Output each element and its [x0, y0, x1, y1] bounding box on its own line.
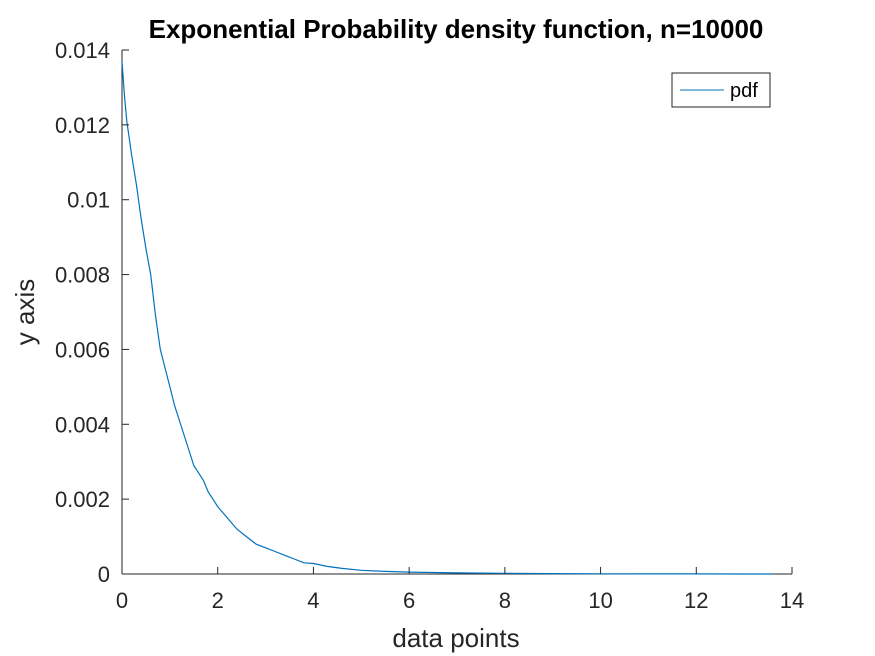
x-tick-label: 0 [116, 588, 128, 613]
x-axis: 0 2 4 6 8 10 12 14 [116, 567, 804, 613]
x-tick-label: 2 [212, 588, 224, 613]
plot-area [121, 50, 792, 575]
y-tick-label: 0.008 [55, 263, 110, 288]
y-tick-label: 0.006 [55, 337, 110, 362]
y-axis: 0 0.002 0.004 0.006 0.008 0.01 0.012 0.014 [55, 38, 129, 587]
y-tick-label: 0.014 [55, 38, 110, 63]
x-tick-label: 10 [588, 588, 612, 613]
x-tick-label: 6 [403, 588, 415, 613]
y-tick-label: 0.004 [55, 412, 110, 437]
legend-label-pdf: pdf [730, 80, 758, 102]
y-tick-label: 0.01 [67, 188, 110, 213]
x-tick-label: 4 [307, 588, 319, 613]
y-axis-label: y axis [10, 279, 40, 345]
x-axis-label: data points [392, 623, 519, 653]
x-tick-label: 14 [780, 588, 804, 613]
series-line-pdf [121, 61, 773, 575]
y-tick-label: 0.002 [55, 487, 110, 512]
y-tick-label: 0 [98, 562, 110, 587]
legend: pdf [671, 72, 771, 108]
x-tick-label: 12 [684, 588, 708, 613]
x-tick-label: 8 [499, 588, 511, 613]
y-tick-label: 0.012 [55, 113, 110, 138]
chart-title: Exponential Probability density function… [149, 14, 764, 44]
